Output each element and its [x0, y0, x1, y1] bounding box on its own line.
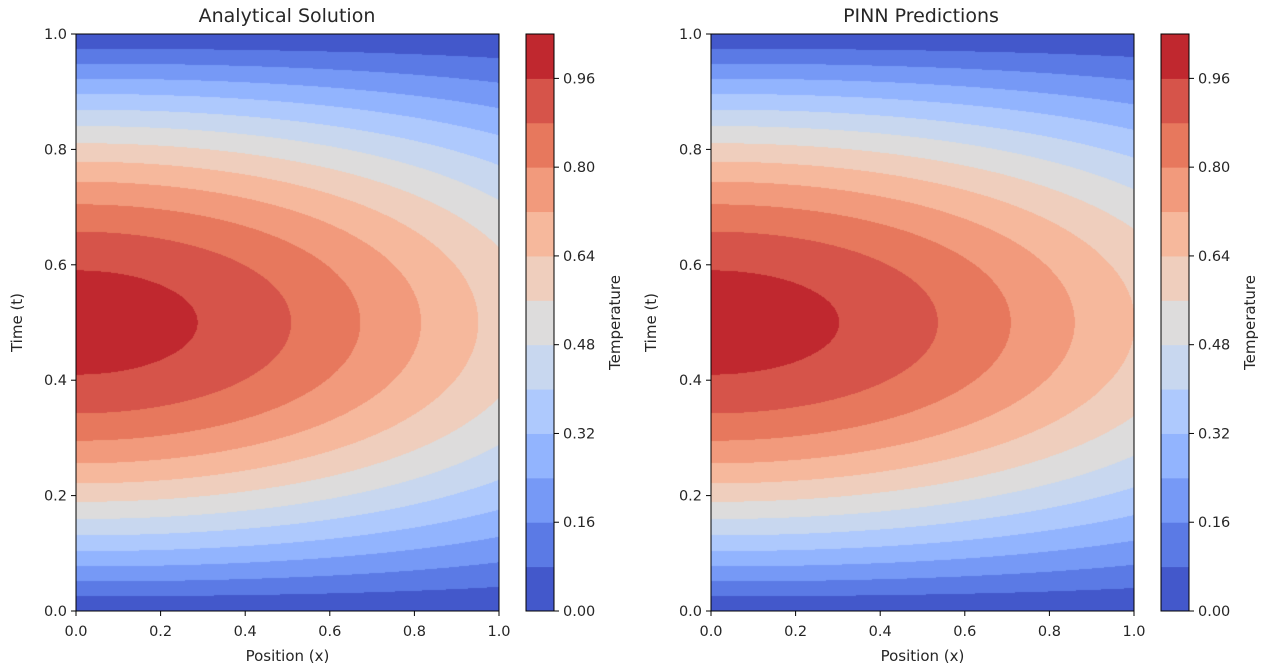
- y-tick-label: 0.0: [679, 604, 702, 620]
- chart-panel-1: 0.0 0.2 0.4 0.6 0.8 1.0 0.0 0.2 0.4 0.6 0.8 1.0 Anal…: [8, 5, 624, 665]
- colorbar-tick-label: 0.64: [563, 249, 595, 265]
- y-tick-label: 0.2: [44, 489, 67, 505]
- contour-fill: [76, 34, 499, 611]
- x-tick-label: 0.6: [318, 624, 341, 640]
- colorbar-band: [1161, 78, 1189, 124]
- colorbar-band: [526, 433, 554, 479]
- colorbar-tick-label: 0.00: [563, 604, 595, 620]
- colorbar: 0.00 0.16 0.32 0.48 0.64 0.80 0.96 Temperature: [525, 33, 624, 620]
- x-tick-label: 1.0: [487, 624, 510, 640]
- x-axis-label: Position (x): [881, 647, 965, 665]
- colorbar-band: [526, 167, 554, 213]
- y-tick-label: 0.4: [44, 373, 67, 389]
- x-tick-label: 0.8: [1038, 624, 1061, 640]
- chart-title: Analytical Solution: [199, 5, 376, 27]
- colorbar-tick-label: 0.00: [1198, 604, 1230, 620]
- colorbar-band: [526, 122, 554, 168]
- colorbar-band: [1161, 122, 1189, 168]
- chart-panel-2: 0.0 0.2 0.4 0.6 0.8 1.0 0.0 0.2 0.4 0.6 0.8 1.0 PINN…: [642, 5, 1259, 665]
- colorbar-band: [1161, 344, 1189, 390]
- y-tick-label: 1.0: [679, 27, 702, 43]
- y-tick-label: 0.6: [679, 258, 702, 274]
- colorbar-band: [1161, 389, 1189, 434]
- colorbar-band: [1161, 522, 1189, 568]
- colorbar-tick-label: 0.16: [563, 515, 595, 531]
- y-tick-label: 0.4: [679, 373, 702, 389]
- colorbar-band: [526, 211, 554, 257]
- x-tick-label: 0.2: [149, 624, 172, 640]
- colorbar-band: [1161, 211, 1189, 257]
- plot-frame: [75, 33, 500, 612]
- x-tick-label: 0.2: [784, 624, 807, 640]
- colorbar-band: [526, 389, 554, 434]
- colorbar: 0.00 0.16 0.32 0.48 0.64 0.80 0.96 Temperature: [1160, 33, 1259, 620]
- y-tick-label: 0.8: [679, 142, 702, 158]
- contour-fill: [711, 34, 1134, 611]
- x-tick-label: 0.4: [869, 624, 892, 640]
- plot-frame: [710, 33, 1135, 612]
- colorbar-band: [1161, 477, 1189, 523]
- colorbar-band: [526, 566, 554, 612]
- colorbar-frame: [1160, 33, 1190, 612]
- x-tick-label: 1.0: [1122, 624, 1145, 640]
- colorbar-band: [526, 477, 554, 523]
- colorbar-band: [526, 255, 554, 301]
- colorbar-tick-label: 0.80: [1198, 160, 1230, 176]
- colorbar-tick-label: 0.16: [1198, 515, 1230, 531]
- chart-title: PINN Predictions: [843, 5, 999, 27]
- y-tick-label: 0.0: [44, 604, 67, 620]
- y-tick-label: 0.6: [44, 258, 67, 274]
- colorbar-band: [1161, 255, 1189, 301]
- x-tick-label: 0.8: [403, 624, 426, 640]
- colorbar-tick-label: 0.32: [563, 426, 595, 442]
- colorbar-band: [1161, 300, 1189, 346]
- colorbar-band: [526, 522, 554, 568]
- colorbar-band: [526, 344, 554, 390]
- colorbar-label: Temperature: [1241, 275, 1259, 371]
- colorbar-band: [526, 34, 554, 79]
- y-tick-label: 1.0: [44, 27, 67, 43]
- x-tick-label: 0.4: [234, 624, 257, 640]
- x-tick-label: 0.0: [699, 624, 722, 640]
- colorbar-tick-label: 0.48: [563, 338, 595, 354]
- colorbar-tick-label: 0.48: [1198, 338, 1230, 354]
- x-tick-label: 0.6: [953, 624, 976, 640]
- colorbar-band: [526, 300, 554, 346]
- x-tick-label: 0.0: [64, 624, 87, 640]
- colorbar-tick-label: 0.32: [1198, 426, 1230, 442]
- colorbar-band: [526, 78, 554, 124]
- y-tick-label: 0.8: [44, 142, 67, 158]
- y-axis-label: Time (t): [8, 293, 26, 353]
- y-tick-label: 0.2: [679, 489, 702, 505]
- colorbar-label: Temperature: [606, 275, 624, 371]
- colorbar-tick-label: 0.64: [1198, 249, 1230, 265]
- colorbar-band: [1161, 34, 1189, 79]
- x-axis-label: Position (x): [246, 647, 330, 665]
- colorbar-tick-label: 0.96: [1198, 71, 1230, 87]
- colorbar-tick-label: 0.96: [563, 71, 595, 87]
- colorbar-frame: [525, 33, 555, 612]
- colorbar-band: [1161, 433, 1189, 479]
- colorbar-band: [1161, 167, 1189, 213]
- y-axis-label: Time (t): [642, 293, 660, 353]
- colorbar-tick-label: 0.80: [563, 160, 595, 176]
- colorbar-band: [1161, 566, 1189, 612]
